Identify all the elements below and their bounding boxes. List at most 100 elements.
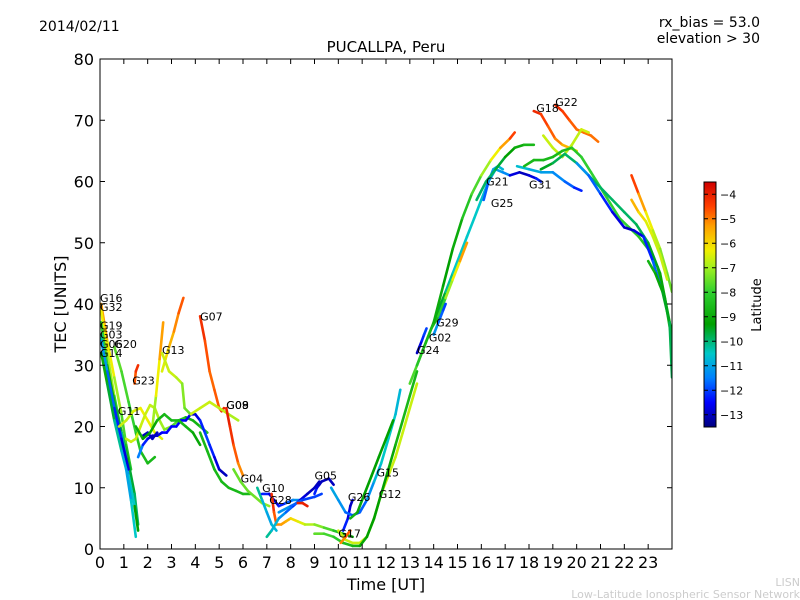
- series-segment: [213, 388, 221, 410]
- colorbar-label: Latitude: [750, 278, 765, 332]
- series-segment: [527, 168, 543, 174]
- series-segment: [387, 443, 397, 471]
- series-segment: [377, 437, 388, 459]
- series-segment: [580, 128, 590, 134]
- sat-label: G21: [486, 176, 509, 189]
- series-segment: [134, 363, 140, 373]
- plot-area: [100, 59, 672, 549]
- series-segment: [551, 152, 567, 165]
- x-tick-label: 20: [566, 553, 586, 572]
- x-tick-label: 11: [352, 553, 372, 572]
- sat-label: G26: [348, 491, 371, 504]
- series-segment: [228, 425, 235, 447]
- series-G31g: [539, 152, 672, 336]
- series-segment: [313, 523, 326, 529]
- series-G22w: [134, 412, 202, 447]
- series-G22y: [541, 128, 590, 159]
- sat-label: G25: [491, 197, 514, 210]
- colorbar-tick-label: −12: [720, 384, 743, 397]
- y-tick-label: 20: [74, 418, 94, 437]
- series-segment: [651, 229, 662, 251]
- series-G23: [133, 363, 140, 385]
- sat-label: G22: [555, 96, 578, 109]
- x-axis: 0 1 2 3 4 5 6 7 8 9 10 11 12 13 14 15 16 17 18 19 20 21 22 23: [95, 59, 658, 572]
- series-segment: [113, 400, 123, 434]
- x-tick-label: 19: [543, 553, 563, 572]
- series-segment: [541, 134, 555, 150]
- sat-label: G31: [529, 179, 552, 192]
- series-segment: [336, 498, 347, 514]
- series-segment: [665, 272, 672, 294]
- x-tick-label: 9: [309, 553, 319, 572]
- x-tick-label: 18: [519, 553, 539, 572]
- series-segment: [611, 198, 626, 214]
- series-segment: [120, 437, 130, 471]
- x-tick-label: 21: [590, 553, 610, 572]
- series-segment: [551, 149, 564, 159]
- series-segment: [120, 370, 130, 404]
- series-segment: [277, 510, 288, 520]
- x-tick-label: 8: [286, 553, 296, 572]
- series-segment: [437, 296, 447, 318]
- series-segment: [313, 480, 321, 490]
- series-segment: [589, 134, 600, 143]
- series-segment: [322, 526, 335, 532]
- series-G13: [160, 296, 185, 373]
- x-tick-label: 1: [119, 553, 129, 572]
- x-tick-label: 0: [95, 553, 105, 572]
- y-tick-label: 0: [84, 540, 94, 559]
- series-segment: [508, 171, 521, 177]
- series-segment: [522, 158, 536, 168]
- series-segment: [365, 480, 376, 502]
- series-G31t: [515, 164, 583, 192]
- series-segment: [198, 419, 207, 434]
- series-segment: [206, 449, 216, 471]
- series-segment: [139, 412, 147, 428]
- series-segment: [394, 419, 405, 447]
- series-segment: [232, 443, 240, 465]
- series-segment: [127, 400, 138, 434]
- series-segment: [503, 146, 517, 159]
- sat-label: G15: [377, 466, 400, 479]
- sat-label: G05: [315, 470, 338, 483]
- series-segment: [475, 180, 488, 202]
- series-segment: [189, 406, 202, 416]
- series-segment: [348, 498, 354, 508]
- series-segment: [630, 198, 640, 214]
- sat-label: G29: [436, 316, 459, 329]
- series-segment: [154, 357, 161, 398]
- x-tick-label: 7: [262, 553, 272, 572]
- series-segment: [653, 272, 664, 294]
- series-G33b: [630, 198, 669, 281]
- series-segment: [260, 498, 269, 514]
- footer-lisn: LISN: [775, 576, 800, 589]
- series-segment: [572, 186, 583, 192]
- sat-label: G19: [100, 319, 123, 332]
- series-G12b: [313, 370, 419, 548]
- series-segment: [151, 431, 159, 441]
- sat-label: G23: [132, 375, 155, 388]
- series-segment: [379, 468, 390, 496]
- series-segment: [183, 406, 192, 416]
- series-segment: [408, 370, 419, 398]
- series-G21b: [475, 143, 536, 202]
- series-G26: [341, 498, 354, 532]
- elevation-label: elevation > 30: [657, 31, 760, 47]
- y-tick-label: 30: [74, 356, 94, 375]
- series-segment: [415, 345, 426, 367]
- series-segment: [113, 406, 123, 441]
- x-tick-label: 10: [328, 553, 348, 572]
- series-segment: [158, 321, 165, 361]
- y-tick-label: 50: [74, 234, 94, 253]
- chart-title: PUCALLPA, Peru: [327, 38, 446, 56]
- x-tick-label: 14: [423, 553, 443, 572]
- x-tick-label: 22: [614, 553, 634, 572]
- series-G14: [100, 351, 138, 539]
- series-segment: [348, 510, 359, 520]
- y-tick-label: 40: [74, 295, 94, 314]
- series-G29: [408, 241, 469, 385]
- series-segment: [322, 532, 335, 539]
- series-segment: [394, 388, 402, 416]
- series-segment: [539, 161, 555, 171]
